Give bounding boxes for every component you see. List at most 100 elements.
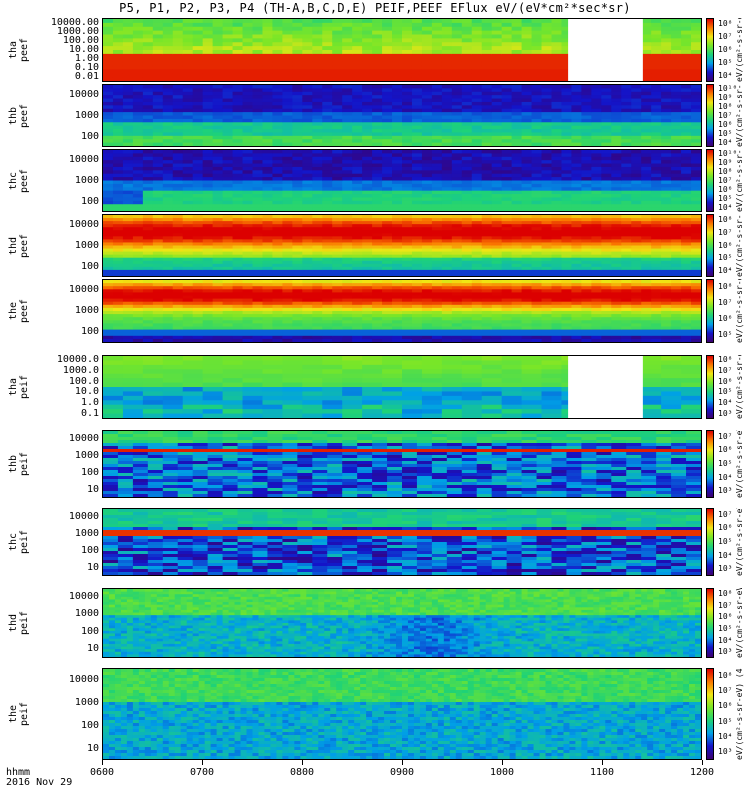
heatmap-cell [651,139,662,144]
heatmap-cell [242,19,254,24]
heatmap-cell [252,139,264,144]
heatmap-cell [282,242,293,247]
heatmap-cell [382,170,393,175]
heatmap-cell [461,260,473,265]
heatmap-cell [402,245,413,250]
heatmap-cell [342,101,353,106]
heatmap-cell [551,91,563,96]
heatmap-cell [411,139,423,144]
heatmap-cell [142,85,154,89]
ytick-label: 1000.00 [56,25,99,37]
heatmap-cell [551,135,563,140]
heatmap-cell [152,153,164,158]
heatmap-cell [262,289,274,293]
heatmap-cell [272,197,283,202]
heatmap-cell [172,125,184,130]
heatmap-cell [222,177,234,182]
heatmap-cell [282,272,293,276]
heatmap-cell [531,236,543,240]
heatmap-cell [431,242,443,247]
heatmap-cell [262,311,274,315]
heatmap-cell [242,160,254,165]
heatmap-cell [431,187,443,192]
heatmap-cell [162,332,174,337]
heatmap-cell [681,46,692,51]
heatmap-cell [262,301,274,306]
heatmap-cell [651,160,662,165]
heatmap-cell [182,38,194,43]
heatmap-cell [182,338,194,342]
heatmap-cell [192,101,204,106]
heatmap-cell [352,122,363,127]
heatmap-cell [621,122,632,127]
heatmap-cell [392,26,403,32]
heatmap-cell [541,236,553,240]
heatmap-cell [362,207,373,211]
heatmap-cell [671,61,682,67]
heatmap-cell [571,180,582,185]
heatmap-cell [481,38,493,43]
heatmap-cell [481,22,493,28]
heatmap-cell [382,112,393,117]
heatmap-cell [402,248,413,253]
heatmap-cell [581,227,592,231]
heatmap-cell [382,57,393,63]
heatmap-cell [152,156,164,161]
heatmap-cell [292,242,303,247]
heatmap-cell [461,263,473,268]
heatmap-cell [411,77,423,81]
heatmap-cell [431,73,443,78]
heatmap-cell [611,142,622,146]
heatmap-cell [302,329,313,334]
heatmap-cell [382,329,393,334]
heatmap-cell [322,183,333,188]
heatmap-cell [172,269,184,274]
heatmap-cell [471,98,483,103]
heatmap-cell [282,301,293,306]
heatmap-cell [621,88,632,93]
heatmap-cell [202,132,214,137]
heatmap-cell [411,118,423,123]
heatmap-cell [382,283,393,287]
heatmap-cell [182,22,194,28]
heatmap-cell [571,194,582,199]
heatmap-cell [372,304,383,309]
heatmap-cell [103,301,114,306]
heatmap-cell [282,129,293,134]
heatmap-cell [252,42,264,47]
heatmap-cell [342,251,353,256]
heatmap-cell [461,227,473,231]
heatmap-cell [551,34,563,39]
heatmap-cell [332,304,343,309]
heatmap-cell [591,197,602,202]
heatmap-cell [362,269,373,274]
heatmap-cell [441,69,453,74]
heatmap-cell [521,221,533,225]
heatmap-cell [182,150,194,154]
heatmap-cell [242,180,254,185]
heatmap-cell [411,69,423,74]
heatmap-cell [152,91,164,96]
heatmap-cell [691,242,701,247]
heatmap-cell [451,227,463,231]
heatmap-cell [661,108,672,113]
heatmap-cell [322,118,333,123]
heatmap-cell [511,269,523,274]
heatmap-cell [661,118,672,123]
heatmap-cell [242,85,254,89]
heatmap-cell [132,230,144,234]
heatmap-cell [681,38,692,43]
heatmap-cell [551,197,563,202]
heatmap-cell [322,320,333,324]
heatmap-cell [392,266,403,271]
heatmap-cell [132,215,144,219]
heatmap-cell [641,129,652,134]
heatmap-cell [103,215,114,219]
heatmap-cell [382,166,393,171]
heatmap-cell [621,115,632,120]
heatmap-cell [362,332,373,337]
heatmap-cell [172,170,184,175]
heatmap-cell [411,122,423,127]
heatmap-cell [122,95,134,100]
heatmap-cell [252,142,264,146]
